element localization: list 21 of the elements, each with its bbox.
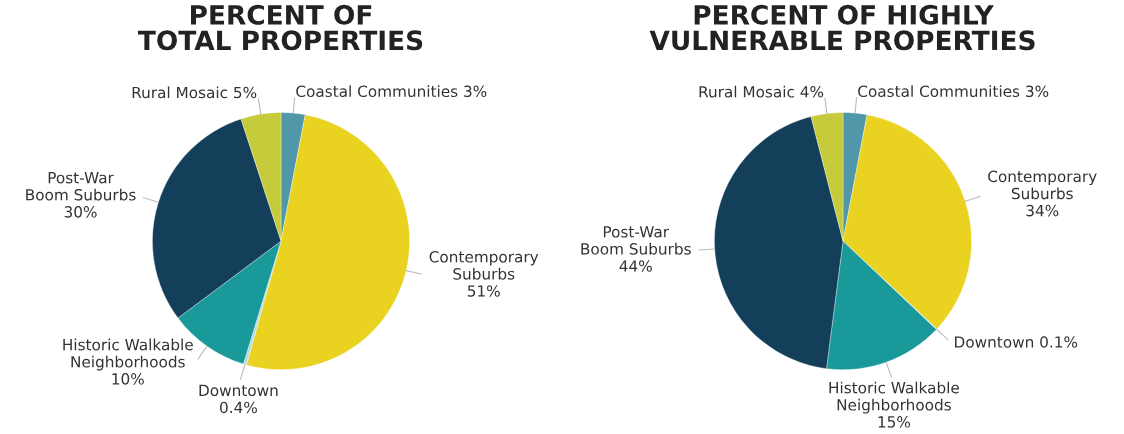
slice-label: Downtown — [199, 384, 278, 397]
slice-label: Coastal Communities 3% — [858, 85, 1049, 98]
data-label: 0.4% — [220, 401, 257, 414]
slice-label: Contemporary Suburbs — [429, 250, 539, 280]
slice-label: Post-War Boom Suburbs — [581, 226, 691, 255]
slice-label: Rural Mosaic 5% — [132, 86, 257, 99]
slice-label: Historic Walkable Neighborhoods — [63, 338, 193, 371]
slice-label: Downtown 0.1% — [955, 336, 1078, 348]
slice-label: Rural Mosaic 4% — [699, 85, 824, 98]
slice-label: Historic Walkable Neighborhoods — [829, 381, 960, 414]
data-label: 10% — [112, 373, 144, 385]
chart-title: PERCENT OF HIGHLY VULNERABLE PROPERTIES — [649, 4, 1035, 51]
data-label: 15% — [878, 416, 911, 428]
data-label: 44% — [619, 260, 652, 272]
data-label: 34% — [1026, 204, 1059, 217]
chart-title: PERCENT OF TOTAL PROPERTIES — [137, 4, 423, 51]
slice-label: Coastal Communities 3% — [296, 85, 487, 98]
data-label: 51% — [467, 285, 500, 297]
slice-label: Contemporary Suburbs — [988, 170, 1097, 200]
slice-label: Post-War Boom Suburbs — [26, 172, 136, 201]
data-label: 30% — [64, 206, 97, 218]
